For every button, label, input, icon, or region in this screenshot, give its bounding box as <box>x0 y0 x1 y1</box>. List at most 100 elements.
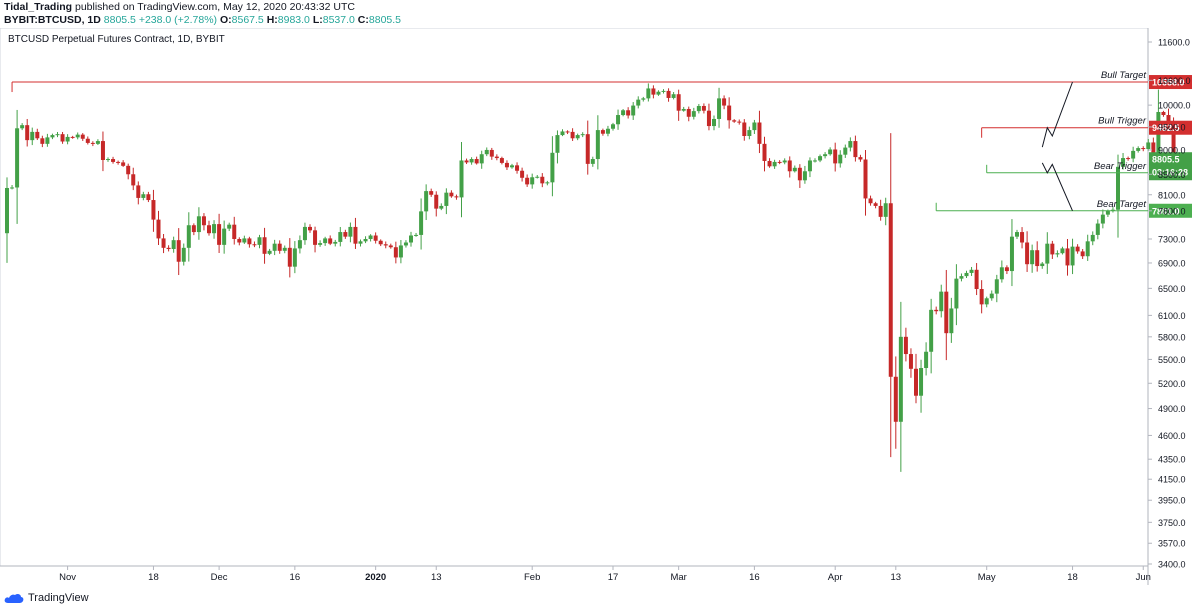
level-name: Bull Trigger <box>1098 116 1147 127</box>
candle-body <box>924 351 929 369</box>
candle-body <box>393 247 398 258</box>
chart-title: BTCUSD Perpetual Futures Contract, 1D, B… <box>8 34 225 45</box>
candle-body <box>959 276 964 279</box>
candle-body <box>873 203 878 206</box>
y-tick-label: 3570.0 <box>1158 539 1186 549</box>
candle-body <box>681 108 686 111</box>
candle-body <box>797 167 802 181</box>
candle-body <box>459 160 464 198</box>
candle-body <box>1171 126 1176 163</box>
candle-body <box>90 142 95 144</box>
candle-body <box>919 368 924 396</box>
candle-body <box>1161 111 1166 116</box>
chart-header: Tidal_Trading published on TradingView.c… <box>0 0 1200 28</box>
candle-body <box>590 159 595 164</box>
candle-body <box>308 226 312 231</box>
candle-body <box>409 235 413 243</box>
candle-body <box>605 128 610 134</box>
candle-body <box>1070 246 1075 266</box>
candle-body <box>1085 241 1090 257</box>
candle-body <box>181 247 186 262</box>
candle-body <box>580 134 585 136</box>
candle-body <box>914 368 918 396</box>
candle-body <box>1075 246 1080 252</box>
candle-body <box>85 138 90 143</box>
candle-body <box>717 98 722 119</box>
candle-body <box>883 203 888 217</box>
candle-body <box>176 240 181 262</box>
candle-body <box>504 162 509 168</box>
candle-body <box>267 250 272 254</box>
bull-projection-path <box>1041 81 1073 148</box>
candle-body <box>45 137 50 144</box>
x-tick-label: Nov <box>59 572 76 583</box>
candle-body <box>1065 248 1070 266</box>
chart-area[interactable]: BTCUSD Perpetual Futures Contract, 1D, B… <box>0 27 1200 585</box>
x-tick-label: 17 <box>608 572 619 583</box>
candle-body <box>161 238 166 248</box>
candle-body <box>297 240 302 249</box>
candle-body <box>520 170 525 178</box>
candle-body <box>15 128 20 188</box>
candle-body <box>454 196 459 198</box>
candle-body <box>898 336 903 422</box>
tradingview-cloud-icon <box>4 593 24 603</box>
candle-body <box>398 245 403 258</box>
candle-body <box>807 160 812 172</box>
candle-body <box>787 160 792 172</box>
candle-body <box>550 152 555 183</box>
x-tick-label: Mar <box>670 572 686 583</box>
candle-body <box>823 154 828 157</box>
y-tick-label: 7800.0 <box>1158 206 1186 216</box>
x-tick-label: Dec <box>211 572 228 583</box>
candle-body <box>484 149 489 155</box>
candle-body <box>212 224 217 234</box>
candle-body <box>207 225 211 234</box>
y-tick-label: 9500.0 <box>1158 122 1186 132</box>
candle-body <box>742 122 747 136</box>
tradingview-logo[interactable]: TradingView <box>4 592 89 604</box>
candle-body <box>277 243 282 251</box>
candle-body <box>217 224 222 245</box>
candle-body <box>984 298 989 305</box>
candle-body <box>944 291 949 334</box>
x-tick-label: 2020 <box>365 572 386 583</box>
candle-body <box>1050 243 1055 255</box>
candle-body <box>116 161 121 163</box>
candle-body <box>666 90 671 98</box>
candle-body <box>469 159 474 163</box>
candle-body <box>449 192 454 197</box>
price-axis[interactable]: 3400.0 3570.0 3750.0 3950.0 4150.0 4350.0 4600… <box>1148 38 1191 570</box>
candle-body <box>1151 142 1156 155</box>
candle-body <box>1100 214 1105 224</box>
candle-body <box>893 376 898 422</box>
y-tick-label: 5500.0 <box>1158 355 1186 365</box>
candles-layer <box>5 83 1186 472</box>
candle-body <box>494 156 499 159</box>
last-price: 8805.5 <box>103 14 136 26</box>
candle-body <box>75 134 80 138</box>
candle-body <box>656 91 661 95</box>
candle-body <box>908 354 913 369</box>
low-label: L: <box>312 14 323 26</box>
candle-body <box>50 135 55 138</box>
candle-body <box>747 130 752 136</box>
candle-body <box>100 141 105 160</box>
candle-body <box>691 111 696 117</box>
candle-body <box>595 130 600 160</box>
candle-body <box>257 237 262 245</box>
candle-body <box>1136 148 1141 151</box>
candle-body <box>40 138 45 144</box>
y-tick-label: 3750.0 <box>1158 518 1186 528</box>
author-name[interactable]: Tidal_Trading <box>4 1 73 13</box>
candle-body <box>171 240 176 250</box>
candle-body <box>156 219 161 239</box>
candle-body <box>126 165 131 175</box>
candle-body <box>1004 267 1009 272</box>
candlestick-chart[interactable]: BTCUSD Perpetual Futures Contract, 1D, B… <box>0 27 1200 585</box>
x-tick-label: 16 <box>290 572 301 583</box>
x-tick-label: Feb <box>524 572 540 583</box>
x-tick-label: 16 <box>749 572 760 583</box>
time-axis[interactable]: Nov 18 Dec 16 2020 13 Feb 17 Mar 16 Apr 13 May 18 Jun <box>59 566 1151 583</box>
candle-body <box>1105 210 1110 215</box>
